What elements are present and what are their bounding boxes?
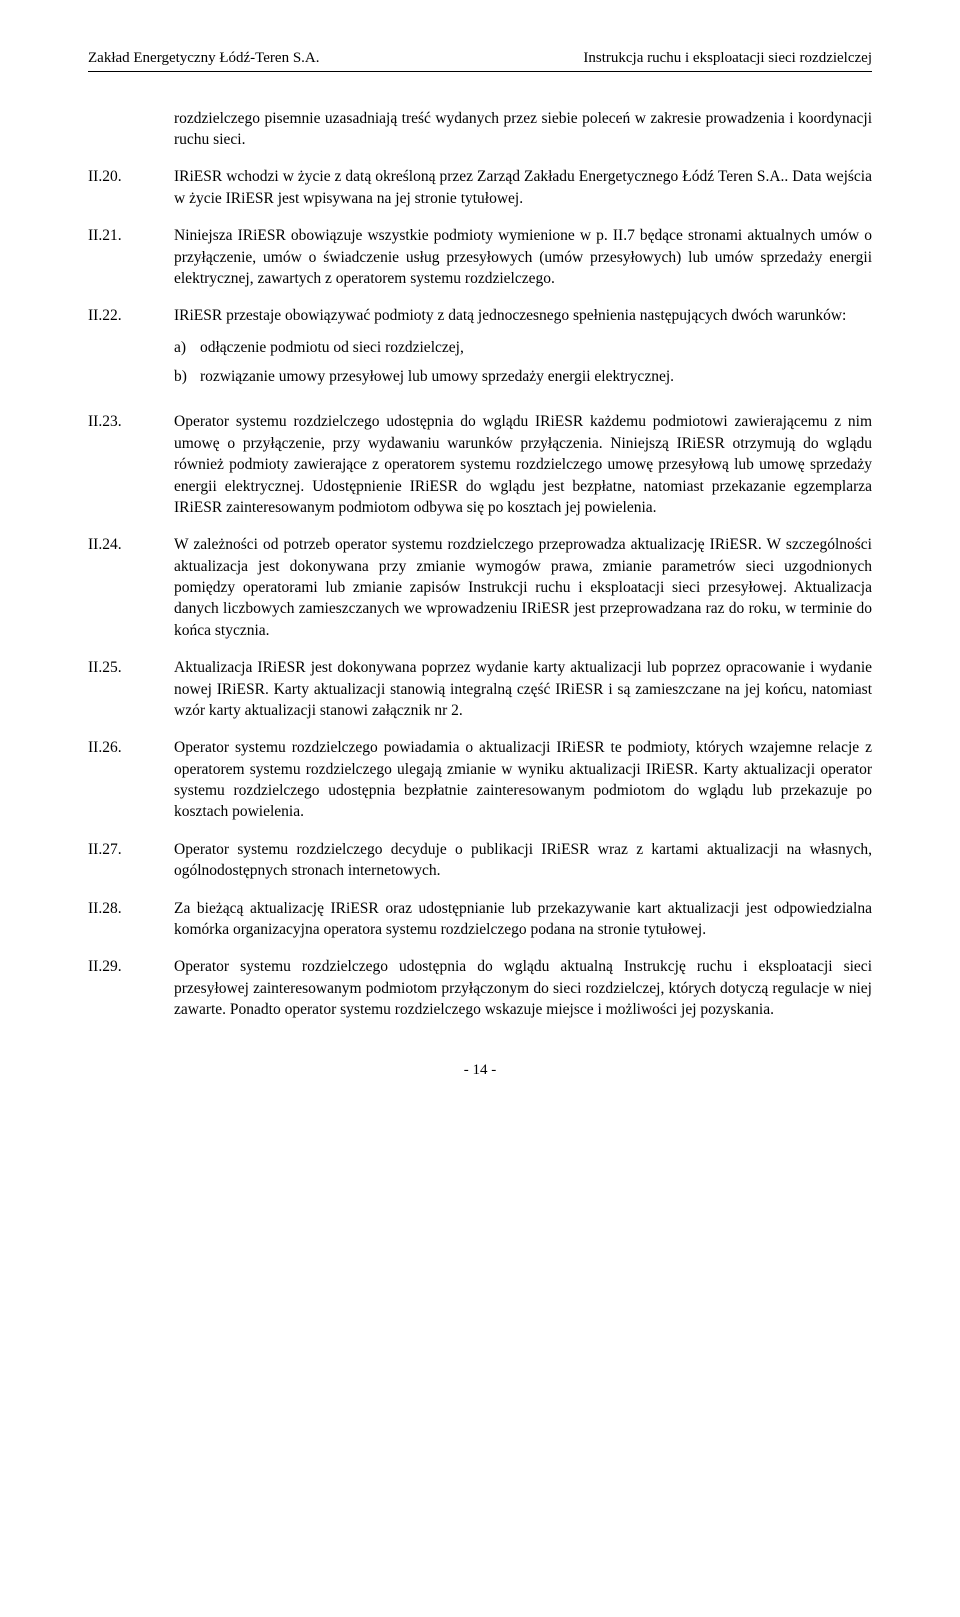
item-text: Operator systemu rozdzielczego decyduje … — [174, 841, 872, 879]
item-label: II.28. — [88, 898, 174, 941]
sublist-marker: a) — [174, 337, 200, 358]
page-header: Zakład Energetyczny Łódź-Teren S.A. Inst… — [88, 48, 872, 72]
item-body: Aktualizacja IRiESR jest dokonywana popr… — [174, 657, 872, 721]
list-item: II.21.Niniejsza IRiESR obowiązuje wszyst… — [88, 225, 872, 289]
sublist-text: odłączenie podmiotu od sieci rozdzielcze… — [200, 337, 872, 358]
item-label: II.21. — [88, 225, 174, 289]
item-text: Niniejsza IRiESR obowiązuje wszystkie po… — [174, 227, 872, 287]
list-item: II.26.Operator systemu rozdzielczego pow… — [88, 737, 872, 823]
item-label: II.23. — [88, 411, 174, 518]
item-body: Za bieżącą aktualizację IRiESR oraz udos… — [174, 898, 872, 941]
page-footer: - 14 - — [88, 1060, 872, 1081]
intro-paragraph: rozdzielczego pisemnie uzasadniają treść… — [174, 108, 872, 151]
list-item: II.23.Operator systemu rozdzielczego udo… — [88, 411, 872, 518]
item-text: IRiESR przestaje obowiązywać podmioty z … — [174, 307, 846, 324]
item-body: IRiESR przestaje obowiązywać podmioty z … — [174, 305, 872, 395]
item-body: Operator systemu rozdzielczego decyduje … — [174, 839, 872, 882]
list-item: II.24.W zależności od potrzeb operator s… — [88, 534, 872, 641]
item-label: II.24. — [88, 534, 174, 641]
item-body: Operator systemu rozdzielczego udostępni… — [174, 956, 872, 1020]
list-item: II.25.Aktualizacja IRiESR jest dokonywan… — [88, 657, 872, 721]
item-label: II.26. — [88, 737, 174, 823]
item-text: Operator systemu rozdzielczego powiadami… — [174, 739, 872, 820]
list-item: II.22.IRiESR przestaje obowiązywać podmi… — [88, 305, 872, 395]
item-label: II.20. — [88, 166, 174, 209]
item-text: IRiESR wchodzi w życie z datą określoną … — [174, 168, 872, 206]
list-item: II.29.Operator systemu rozdzielczego udo… — [88, 956, 872, 1020]
item-text: Operator systemu rozdzielczego udostępni… — [174, 958, 872, 1018]
sublist: a)odłączenie podmiotu od sieci rozdzielc… — [174, 337, 872, 388]
item-text: W zależności od potrzeb operator systemu… — [174, 536, 872, 639]
list-item: II.27.Operator systemu rozdzielczego dec… — [88, 839, 872, 882]
item-body: W zależności od potrzeb operator systemu… — [174, 534, 872, 641]
list-item: II.20.IRiESR wchodzi w życie z datą okre… — [88, 166, 872, 209]
header-left: Zakład Energetyczny Łódź-Teren S.A. — [88, 48, 320, 69]
items-list: II.20.IRiESR wchodzi w życie z datą okre… — [88, 166, 872, 1020]
item-text: Za bieżącą aktualizację IRiESR oraz udos… — [174, 900, 872, 938]
item-body: Operator systemu rozdzielczego powiadami… — [174, 737, 872, 823]
list-item: II.28.Za bieżącą aktualizację IRiESR ora… — [88, 898, 872, 941]
item-body: Operator systemu rozdzielczego udostępni… — [174, 411, 872, 518]
sublist-item: b)rozwiązanie umowy przesyłowej lub umow… — [174, 366, 872, 387]
item-label: II.27. — [88, 839, 174, 882]
item-label: II.25. — [88, 657, 174, 721]
sublist-marker: b) — [174, 366, 200, 387]
item-text: Aktualizacja IRiESR jest dokonywana popr… — [174, 659, 872, 719]
item-label: II.29. — [88, 956, 174, 1020]
item-text: Operator systemu rozdzielczego udostępni… — [174, 413, 872, 516]
header-right: Instrukcja ruchu i eksploatacji sieci ro… — [583, 48, 872, 69]
item-body: IRiESR wchodzi w życie z datą określoną … — [174, 166, 872, 209]
item-label: II.22. — [88, 305, 174, 395]
sublist-item: a)odłączenie podmiotu od sieci rozdzielc… — [174, 337, 872, 358]
sublist-text: rozwiązanie umowy przesyłowej lub umowy … — [200, 366, 872, 387]
item-body: Niniejsza IRiESR obowiązuje wszystkie po… — [174, 225, 872, 289]
